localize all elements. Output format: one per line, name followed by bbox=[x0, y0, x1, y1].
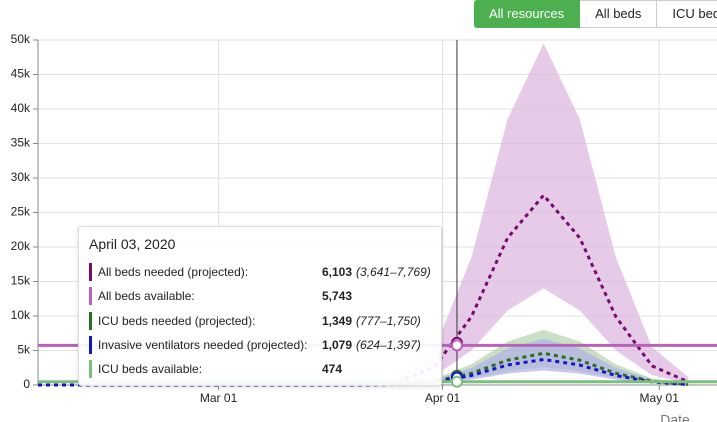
tooltip-row: ICU beds available: 474 bbox=[89, 360, 346, 379]
y-tick-label: 0 bbox=[23, 377, 30, 391]
hover-marker bbox=[450, 339, 463, 352]
tooltip-range: (777–1,750) bbox=[356, 313, 421, 328]
tooltip-value: 1,349 bbox=[322, 313, 353, 328]
y-tick-label: 30k bbox=[11, 170, 31, 184]
tooltip-label: Invasive ventilators needed (projected): bbox=[98, 337, 308, 352]
tooltip-swatch bbox=[89, 311, 92, 330]
tooltip-range: (624–1,397) bbox=[356, 337, 421, 352]
y-tick-label: 40k bbox=[11, 101, 31, 115]
tooltip-label: ICU beds available: bbox=[98, 362, 203, 377]
tooltip-swatch bbox=[89, 263, 92, 281]
x-tick-label: May 01 bbox=[640, 391, 680, 405]
y-tick-label: 25k bbox=[11, 205, 31, 219]
y-tick-label: 10k bbox=[11, 308, 31, 322]
tooltip-title: April 03, 2020 bbox=[89, 236, 176, 252]
tooltip-label: All beds needed (projected): bbox=[98, 265, 249, 279]
tooltip-swatch bbox=[89, 287, 92, 306]
tooltip-row: All beds available: 5,743 bbox=[89, 287, 356, 306]
toggle-button[interactable]: ICU beds bbox=[657, 0, 717, 28]
tooltip-value: 1,079 bbox=[322, 337, 353, 352]
x-axis-title: Date bbox=[660, 412, 690, 422]
tooltip-row: ICU beds needed (projected): 1,349 (777–1,… bbox=[89, 311, 421, 330]
projection-line bbox=[38, 357, 689, 387]
y-tick-label: 45k bbox=[11, 67, 31, 81]
y-tick-label: 20k bbox=[11, 239, 31, 253]
x-tick-label: Mar 01 bbox=[200, 391, 238, 405]
tooltip-value: 6,103 bbox=[322, 265, 353, 279]
tooltip-row: Invasive ventilators needed (projected):… bbox=[89, 335, 421, 354]
tooltip-swatch bbox=[89, 360, 92, 379]
tooltip: April 03, 2020 All beds needed (projecte… bbox=[78, 226, 442, 386]
x-tick-label: Apr 01 bbox=[425, 391, 461, 405]
y-tick-label: 35k bbox=[11, 136, 31, 150]
tooltip-label: All beds available: bbox=[98, 289, 195, 304]
toggle-button[interactable]: All resources bbox=[474, 0, 581, 28]
tooltip-label: ICU beds needed (projected): bbox=[98, 313, 256, 328]
y-tick-label: 15k bbox=[11, 274, 31, 288]
y-tick-label: 50k bbox=[11, 32, 31, 46]
projection-line bbox=[38, 351, 689, 387]
tooltip-swatch bbox=[89, 335, 92, 354]
tooltip-row: All beds needed (projected): 6,103 (3,641–… bbox=[89, 263, 431, 281]
toggle-button[interactable]: All beds bbox=[580, 0, 658, 28]
uncertainty-band bbox=[38, 43, 689, 386]
tooltip-range: (3,641–7,769) bbox=[356, 265, 431, 279]
hover-marker bbox=[450, 375, 463, 388]
uncertainty-band bbox=[38, 338, 689, 385]
tooltip-value: 474 bbox=[322, 362, 343, 377]
y-tick-label: 5k bbox=[17, 343, 31, 357]
tooltip-value: 5,743 bbox=[322, 289, 353, 304]
